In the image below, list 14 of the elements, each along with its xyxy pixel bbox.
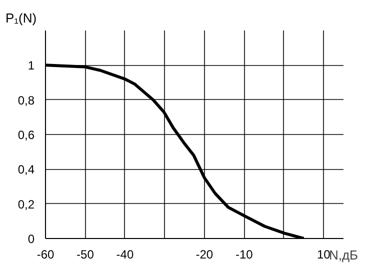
y-tick-label: 0,6 bbox=[18, 128, 35, 142]
y-axis-title: P₁(N) bbox=[6, 10, 37, 26]
x-tick-label: 10 bbox=[316, 248, 331, 262]
x-tick-label: -10 bbox=[235, 248, 254, 262]
y-tick-label: 0,2 bbox=[18, 197, 35, 212]
y-tick-label: 1 bbox=[28, 58, 35, 73]
x-tick-label: -40 bbox=[116, 248, 134, 262]
y-tick-label: 0,4 bbox=[18, 162, 35, 177]
x-tick-label: -60 bbox=[36, 248, 54, 262]
x-axis-title: N,дБ bbox=[328, 248, 358, 262]
x-tick-label: -50 bbox=[76, 248, 94, 262]
x-tick-label: -20 bbox=[196, 248, 214, 262]
y-tick-label: 0 bbox=[28, 232, 35, 246]
y-tick-label: 0,8 bbox=[18, 93, 35, 108]
